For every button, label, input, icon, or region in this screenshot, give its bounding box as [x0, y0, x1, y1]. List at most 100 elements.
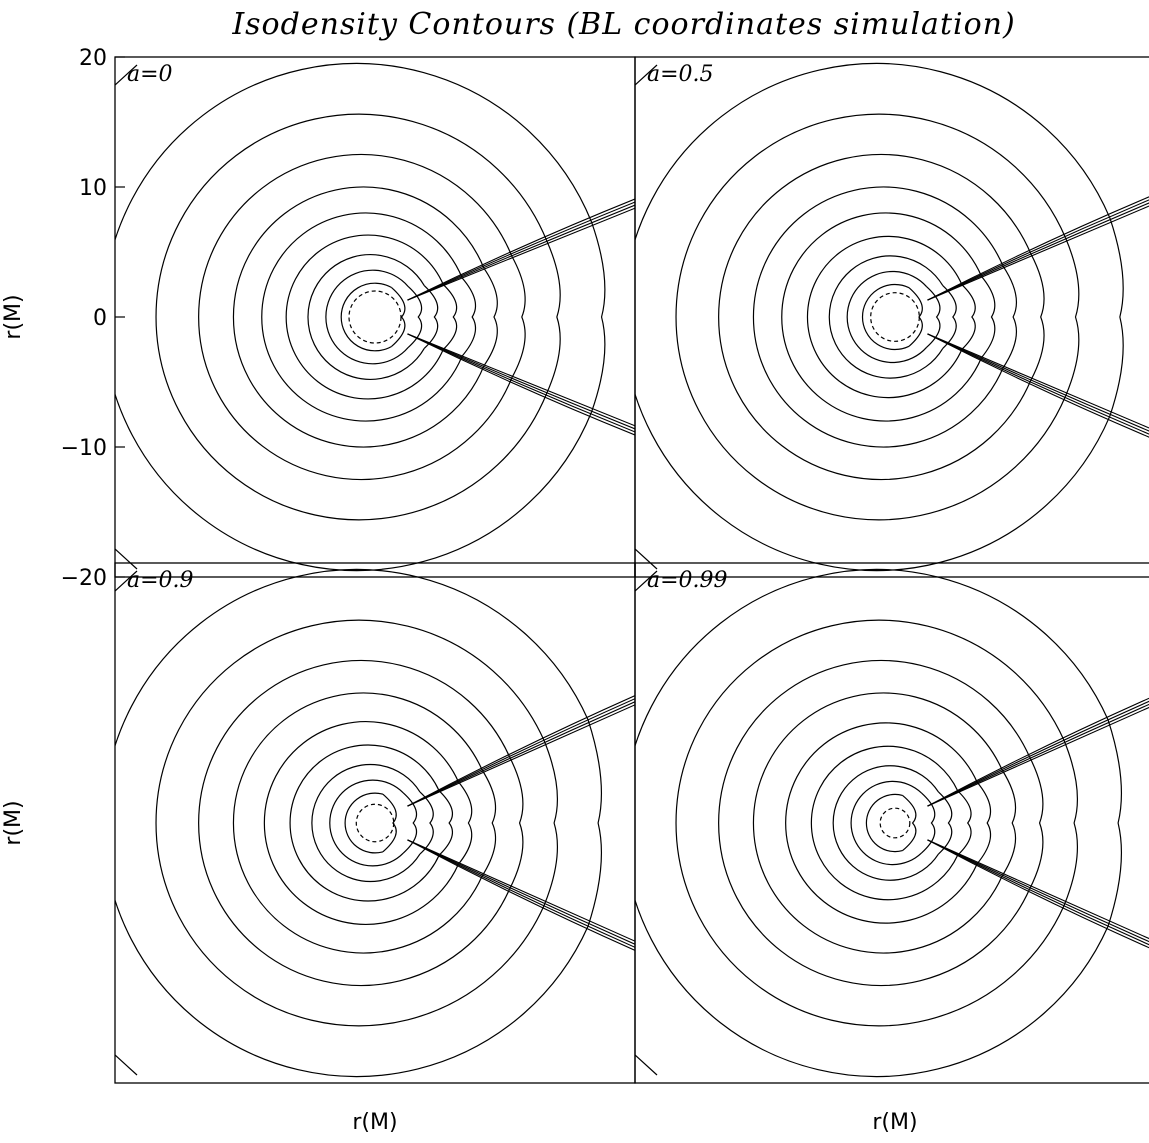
isodensity-contour [329, 779, 404, 867]
y-tick-label: 20 [79, 46, 107, 71]
figure-title: Isodensity Contours (BL coordinates simu… [231, 7, 1015, 42]
isodensity-contour [828, 255, 944, 379]
shock-cone-line [407, 701, 635, 807]
shock-cone-line [927, 703, 1149, 807]
wake-contour [382, 793, 397, 853]
shock-cone-line [407, 333, 635, 433]
panel-label: a=0 [127, 62, 173, 87]
panel-plot-area [635, 568, 1149, 1078]
wake-contour [481, 769, 497, 877]
wake-contour [509, 756, 524, 890]
shock-cone-line [927, 199, 1149, 301]
shock-cone-line [407, 839, 635, 942]
shock-cone-line [927, 700, 1149, 807]
wake-contour [1002, 265, 1017, 369]
shock-cone-line [407, 839, 635, 948]
isodensity-contour [846, 270, 928, 364]
panel-4: a=0.99 r(M) [634, 562, 1149, 1135]
wake-contour [442, 284, 458, 350]
event-horizon [348, 290, 402, 344]
shock-cone-line [407, 333, 635, 436]
wake-contour [908, 287, 923, 347]
shock-cone-line [407, 695, 635, 807]
wake-contour [391, 287, 406, 347]
isodensity-contour [263, 721, 459, 925]
panel-frame [114, 562, 636, 1084]
x-axis-label: r(M) [872, 1110, 917, 1135]
wake-contour [1107, 719, 1122, 927]
panel-plot-area [115, 568, 635, 1078]
corner-contour [635, 1054, 658, 1076]
isodensity-contour [635, 62, 1111, 572]
wake-contour [976, 781, 992, 865]
isodensity-contour [232, 186, 485, 448]
isodensity-contour [806, 235, 963, 399]
isodensity-contour [675, 113, 1067, 521]
isodensity-contour [307, 254, 425, 380]
isodensity-contour [785, 722, 978, 924]
panels: a=020100−10−20r(M)a=0.5a=0.9r(M)r(M)a=0.… [1, 46, 1149, 1135]
panel-plot-area [115, 62, 635, 572]
event-horizon [879, 807, 911, 839]
y-axis-label: r(M) [1, 294, 26, 339]
corner-contour [635, 548, 658, 570]
isodensity-contour [198, 659, 511, 987]
wake-contour [546, 240, 561, 394]
isodensity-contour [850, 780, 922, 866]
shock-cone-line [927, 839, 1149, 943]
corner-contour [115, 64, 138, 86]
shock-cone-line [927, 202, 1149, 301]
wake-contour [423, 285, 439, 349]
wake-contour [957, 790, 972, 856]
shock-cone-line [927, 205, 1149, 301]
wake-contour [938, 791, 953, 855]
corner-contour [635, 64, 658, 86]
wake-contour [402, 792, 418, 854]
isodensity-contour [155, 619, 545, 1027]
isodensity-contour [861, 283, 910, 351]
panel-3: a=0.9 r(M) r(M) [1, 562, 636, 1135]
isodensity-contour [718, 659, 1031, 987]
shock-cone-line [927, 839, 1149, 946]
wake-contour [981, 275, 996, 359]
shock-cone-line [407, 198, 635, 301]
y-tick-label: 10 [79, 176, 107, 201]
wake-contour [1109, 217, 1124, 417]
shock-cone-line [927, 697, 1149, 807]
y-tick-label: −10 [61, 436, 107, 461]
isodensity-contour [285, 234, 444, 400]
panel-frame [634, 562, 1149, 1084]
wake-contour [543, 740, 558, 906]
isodensity-contour [340, 282, 392, 352]
wake-contour [511, 255, 526, 379]
isodensity-contour [155, 113, 548, 521]
event-horizon [870, 292, 920, 342]
wake-contour [921, 792, 936, 854]
shock-cone-line [407, 698, 635, 807]
isodensity-contour [810, 745, 959, 901]
shock-cone-line [927, 196, 1149, 301]
panel-label: a=0.5 [647, 62, 714, 87]
wake-contour [1029, 756, 1044, 890]
corner-contour [635, 570, 658, 592]
shock-cone-line [927, 706, 1149, 807]
panel-plot-area [635, 62, 1149, 572]
isodensity-contour [752, 186, 1004, 448]
corner-contour [115, 570, 138, 592]
event-horizon [355, 803, 395, 843]
panel-2: a=0.5 [634, 56, 1149, 578]
wake-contour [587, 719, 603, 927]
shock-cone-line [927, 333, 1149, 435]
wake-contour [461, 277, 477, 357]
isodensity-contour [115, 62, 593, 572]
shock-cone-line [407, 204, 635, 301]
y-tick-label: 0 [93, 306, 107, 331]
shock-cone-line [407, 333, 635, 430]
isodensity-contour [115, 568, 589, 1078]
isodensity-contour [752, 692, 1003, 954]
shock-cone-line [927, 839, 1149, 940]
shock-cone-line [927, 333, 1149, 432]
isodensity-contour [261, 212, 463, 422]
shock-cone-line [927, 333, 1149, 429]
isodensity-contour [198, 153, 513, 481]
